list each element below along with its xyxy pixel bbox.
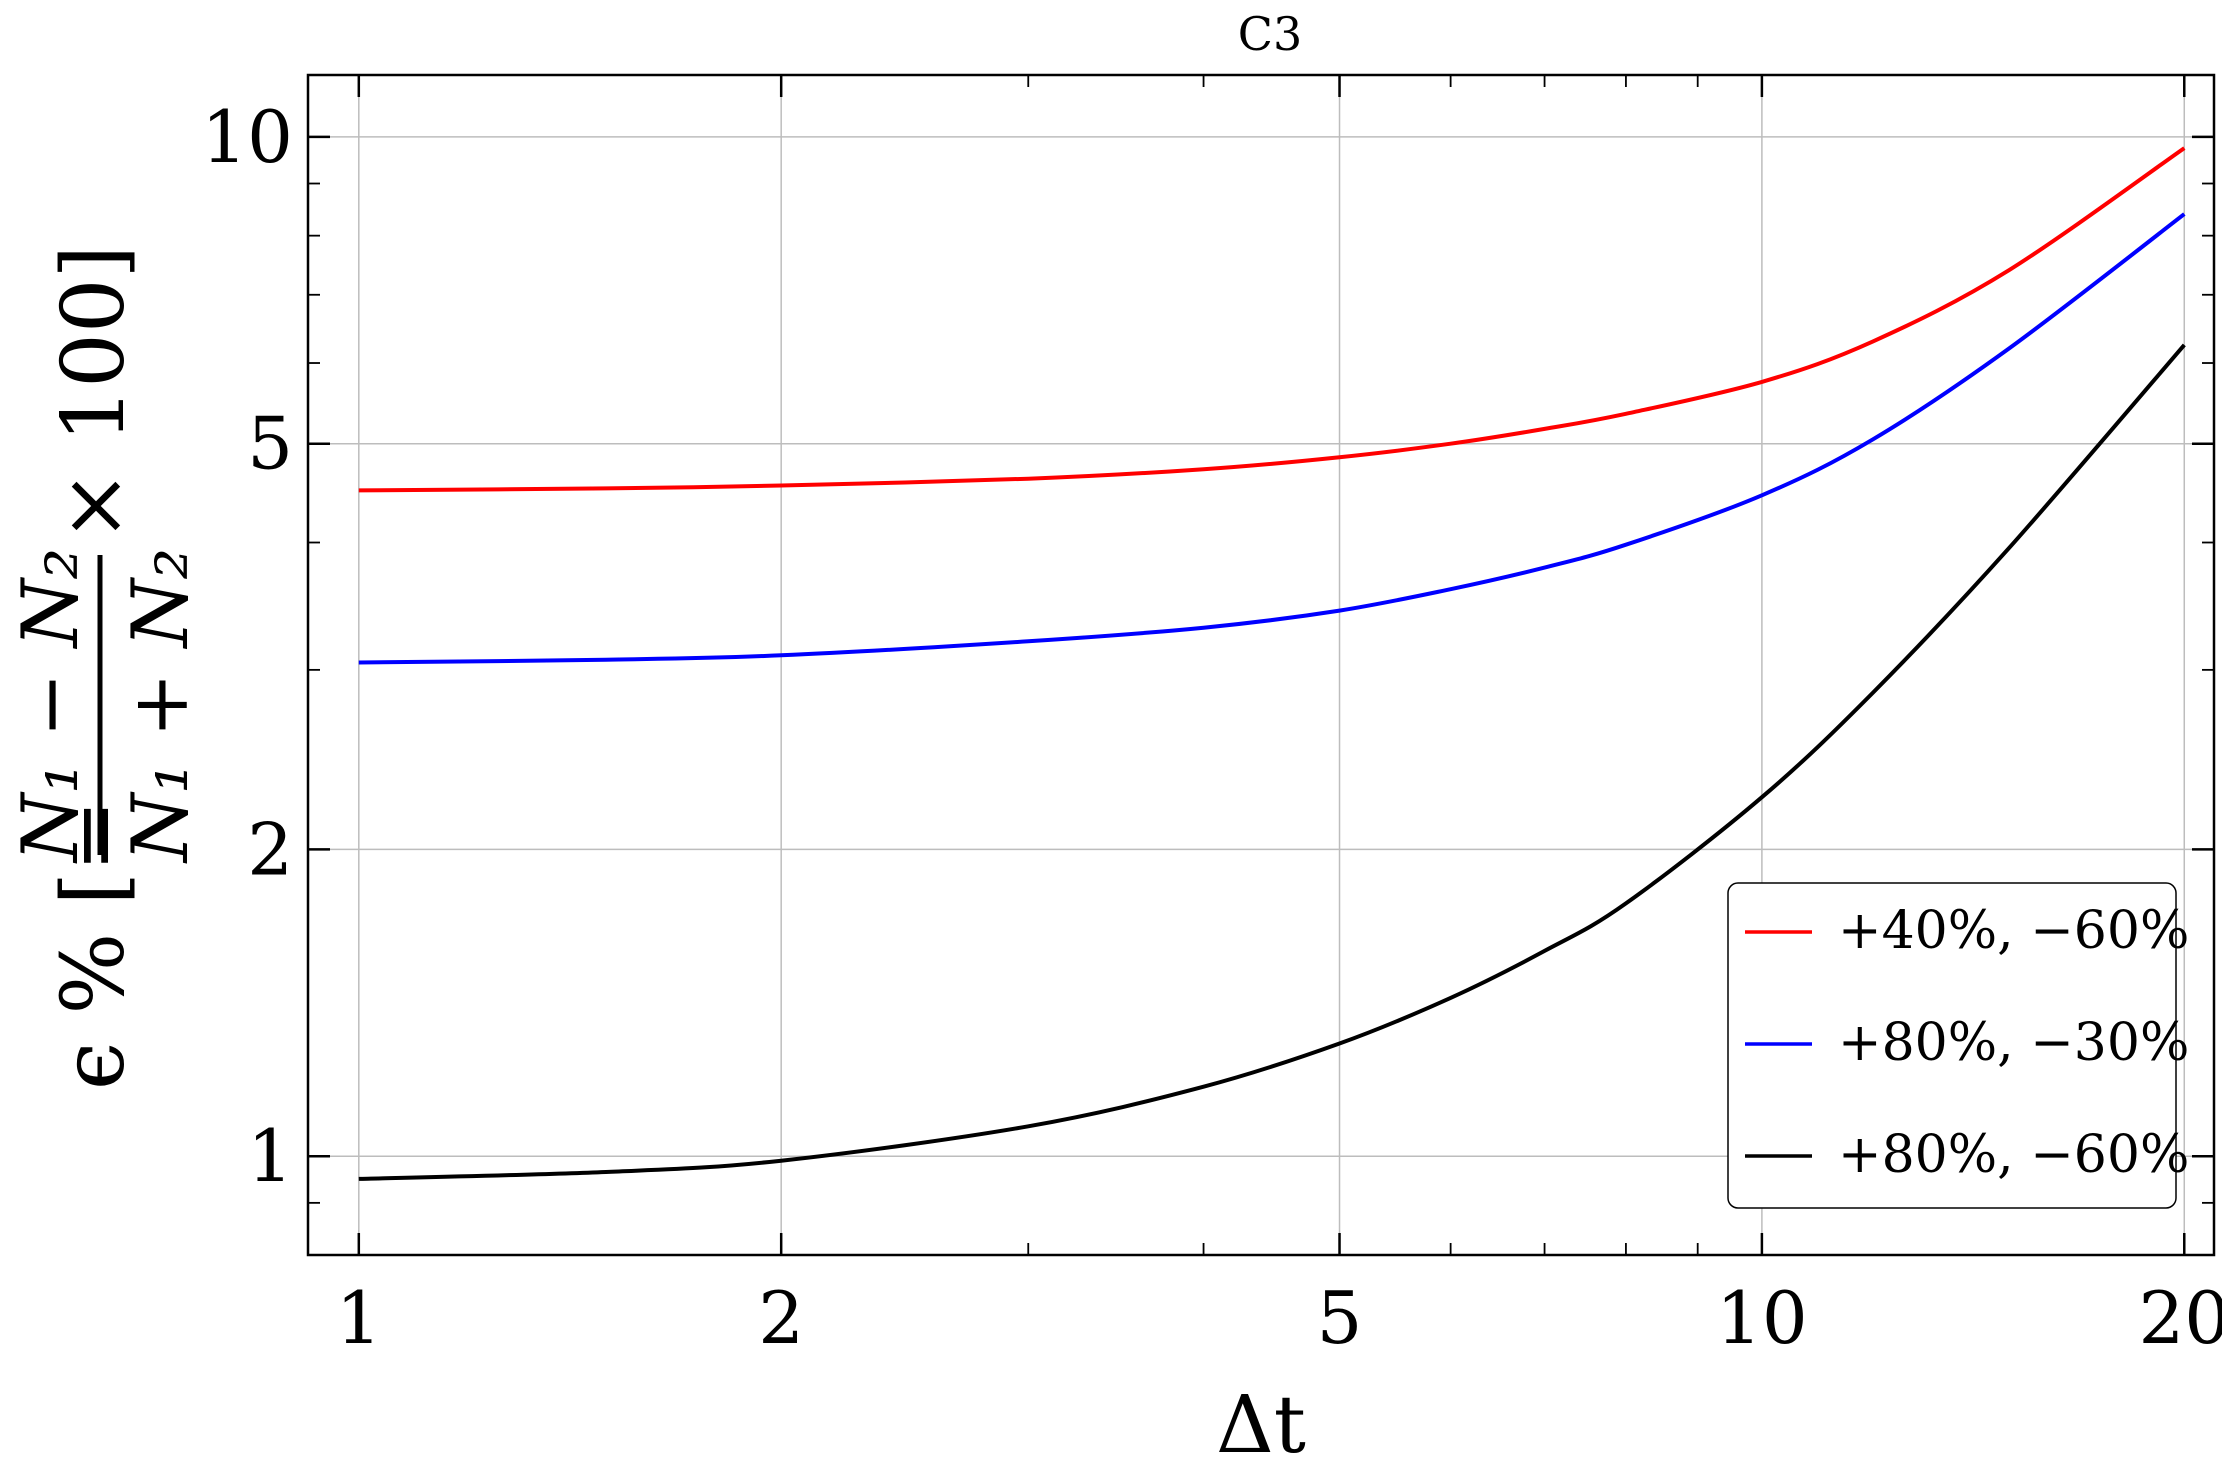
legend: +40%, −60% +80%, −30% +80%, −60% [1727, 882, 2189, 1209]
series-line-2 [358, 212, 2186, 665]
x-tick-label: 10 [1716, 1276, 1808, 1360]
y-tick-label: 10 [201, 95, 293, 179]
plot-frame [306, 73, 2216, 1257]
y-tick-label: 2 [247, 807, 293, 891]
legend-entry: +80%, −30% [1745, 1013, 2189, 1073]
y-axis-label-denominator: N₁ + N₂ [116, 548, 206, 864]
legend-label: +80%, −60% [1838, 1125, 2189, 1185]
y-tick-label: 1 [247, 1114, 293, 1198]
x-axis-label: Δt [1216, 1378, 1306, 1469]
plot-area [306, 73, 2216, 1257]
x-tick-label: 1 [336, 1276, 382, 1360]
x-tick-label: 20 [2138, 1276, 2222, 1360]
y-tick-labels: 1 2 5 10 [201, 95, 293, 1198]
x-tick-label: 2 [758, 1276, 804, 1360]
tick-marks [308, 75, 2214, 1255]
grid [308, 75, 2214, 1255]
legend-entry: +80%, −60% [1745, 1125, 2189, 1185]
x-tick-label: 5 [1317, 1276, 1363, 1360]
y-tick-label: 5 [247, 402, 293, 486]
y-axis-label-numerator: N₁ − N₂ [6, 548, 96, 864]
series-line-3 [358, 343, 2186, 1181]
y-axis-label-suffix: × 100] [44, 245, 144, 542]
chart-title: C3 [1238, 7, 1302, 61]
legend-label: +40%, −60% [1838, 901, 2189, 961]
y-axis-label: ϵ % [= N₁ − N₂ N₁ + N₂ × 100] [6, 245, 206, 1090]
y-axis-label-prefix: ϵ % [= [44, 800, 144, 1090]
legend-label: +80%, −30% [1838, 1013, 2189, 1073]
legend-box [1727, 882, 2177, 1209]
series-line-1 [358, 146, 2186, 493]
series-lines [358, 146, 2186, 1181]
legend-entry: +40%, −60% [1745, 901, 2189, 961]
x-tick-labels: 1 2 5 10 20 [336, 1276, 2222, 1360]
